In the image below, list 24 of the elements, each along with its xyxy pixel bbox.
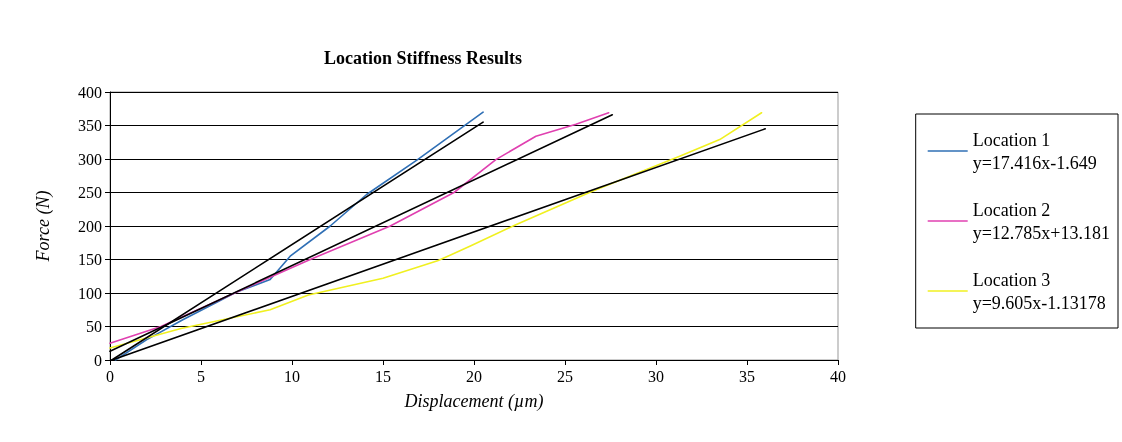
- y-tick-label: 100: [78, 284, 102, 302]
- y-tick-label: 250: [78, 184, 102, 201]
- y-tick-label: 400: [78, 83, 102, 101]
- legend-label: Location 3 y=9.605x-1.13178: [972, 269, 1106, 313]
- x-tick-label: 40: [830, 367, 846, 385]
- chart-title: Location Stiffness Results: [323, 48, 523, 68]
- x-tick-label: 35: [739, 367, 755, 385]
- y-axis-title: Force (N): [33, 190, 54, 263]
- x-axis-title: Displacement (µm): [403, 391, 544, 412]
- y-tick-label: 300: [78, 150, 102, 168]
- x-tick-label: 20: [466, 367, 482, 385]
- x-tick-label: 0: [106, 367, 114, 385]
- legend-label: Location 2 y=12.785x+13.181: [972, 199, 1111, 243]
- x-tick-label: 15: [375, 367, 391, 385]
- legend-label: Location 1 y=17.416x-1.649: [972, 129, 1097, 173]
- x-tick-label: 10: [284, 367, 300, 385]
- x-tick-label: 25: [557, 367, 573, 385]
- x-tick-label: 30: [648, 367, 664, 385]
- y-tick-label: 150: [78, 251, 102, 268]
- y-tick-label: 50: [86, 318, 102, 335]
- x-tick-label: 5: [197, 367, 205, 385]
- y-tick-label: 200: [78, 217, 102, 235]
- y-tick-label: 0: [94, 351, 102, 369]
- y-tick-label: 350: [78, 117, 102, 134]
